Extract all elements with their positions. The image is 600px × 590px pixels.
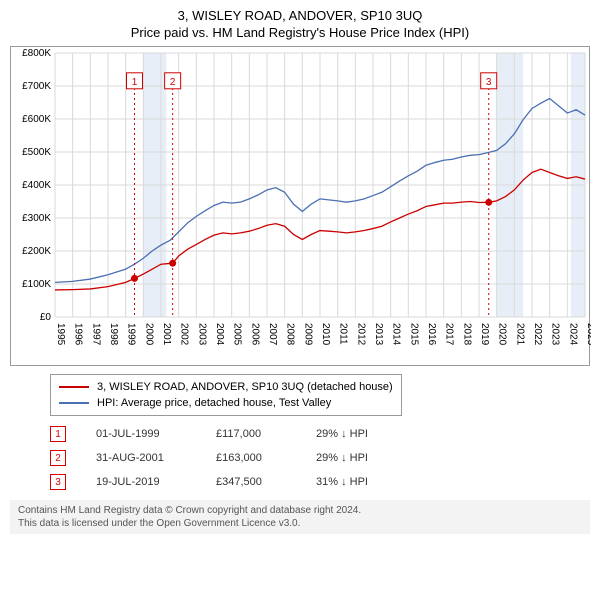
svg-text:2006: 2006 [249,323,260,346]
svg-text:1997: 1997 [90,323,101,346]
svg-text:£200K: £200K [22,246,51,257]
legend-label: 3, WISLEY ROAD, ANDOVER, SP10 3UQ (detac… [97,381,393,393]
svg-text:2005: 2005 [232,323,243,346]
svg-text:2002: 2002 [179,323,190,346]
price-chart: £0 £100K £200K £300K £400K £500K £600K £700K £80… [10,46,590,366]
svg-text:£700K: £700K [22,81,51,92]
svg-text:£0: £0 [40,312,52,323]
svg-text:2001: 2001 [161,323,172,346]
svg-text:3: 3 [486,77,492,88]
sale-marker-badge: 1 [50,426,66,442]
svg-text:2010: 2010 [320,323,331,346]
sale-marker-badge: 2 [50,450,66,466]
title-address: 3, WISLEY ROAD, ANDOVER, SP10 3UQ [10,8,590,23]
svg-text:2019: 2019 [479,323,490,346]
svg-text:2025: 2025 [585,323,591,346]
svg-text:2000: 2000 [143,323,154,346]
svg-text:2008: 2008 [285,323,296,346]
svg-text:2022: 2022 [532,323,543,346]
svg-text:1: 1 [132,77,138,88]
svg-text:2015: 2015 [408,323,419,346]
sale-date: 19-JUL-2019 [96,476,216,488]
svg-text:2013: 2013 [373,323,384,346]
sale-diff: 29% ↓ HPI [316,428,436,440]
svg-text:2016: 2016 [426,323,437,346]
footer-attribution: Contains HM Land Registry data © Crown c… [10,500,590,534]
sale-price: £117,000 [216,428,316,440]
svg-text:2021: 2021 [514,323,525,346]
legend-swatch [59,402,89,404]
table-row: 1 01-JUL-1999 £117,000 29% ↓ HPI [50,422,590,446]
table-row: 2 31-AUG-2001 £163,000 29% ↓ HPI [50,446,590,470]
svg-text:1998: 1998 [108,323,119,346]
svg-text:2004: 2004 [214,323,225,346]
svg-text:2023: 2023 [550,323,561,346]
svg-text:£300K: £300K [22,213,51,224]
svg-text:2024: 2024 [567,323,578,346]
sale-price: £347,500 [216,476,316,488]
svg-text:1996: 1996 [73,323,84,346]
legend-item: HPI: Average price, detached house, Test… [59,395,393,411]
svg-text:2: 2 [170,77,176,88]
svg-text:£400K: £400K [22,180,51,191]
footer-line: This data is licensed under the Open Gov… [18,517,582,530]
svg-text:£800K: £800K [22,48,51,59]
svg-text:1995: 1995 [55,323,66,346]
sale-date: 31-AUG-2001 [96,452,216,464]
svg-text:2017: 2017 [444,323,455,346]
legend-item: 3, WISLEY ROAD, ANDOVER, SP10 3UQ (detac… [59,379,393,395]
sale-price: £163,000 [216,452,316,464]
chart-title-block: 3, WISLEY ROAD, ANDOVER, SP10 3UQ Price … [10,8,590,40]
svg-text:2011: 2011 [338,323,349,345]
sales-table: 1 01-JUL-1999 £117,000 29% ↓ HPI 2 31-AU… [50,422,590,494]
sale-diff: 29% ↓ HPI [316,452,436,464]
svg-text:2012: 2012 [355,323,366,346]
svg-text:£100K: £100K [22,279,51,290]
svg-text:£600K: £600K [22,114,51,125]
svg-text:1999: 1999 [126,323,137,346]
chart-svg: £0 £100K £200K £300K £400K £500K £600K £700K £80… [11,47,591,367]
table-row: 3 19-JUL-2019 £347,500 31% ↓ HPI [50,470,590,494]
svg-text:2007: 2007 [267,323,278,346]
svg-text:2018: 2018 [461,323,472,346]
legend-label: HPI: Average price, detached house, Test… [97,397,331,409]
legend-swatch [59,386,89,388]
svg-text:£500K: £500K [22,147,51,158]
svg-text:2020: 2020 [497,323,508,346]
footer-line: Contains HM Land Registry data © Crown c… [18,504,582,517]
svg-text:2003: 2003 [196,323,207,346]
sale-marker-badge: 3 [50,474,66,490]
sale-date: 01-JUL-1999 [96,428,216,440]
title-subtitle: Price paid vs. HM Land Registry's House … [10,25,590,40]
legend: 3, WISLEY ROAD, ANDOVER, SP10 3UQ (detac… [50,374,402,416]
svg-text:2014: 2014 [391,323,402,346]
svg-text:2009: 2009 [302,323,313,346]
sale-diff: 31% ↓ HPI [316,476,436,488]
